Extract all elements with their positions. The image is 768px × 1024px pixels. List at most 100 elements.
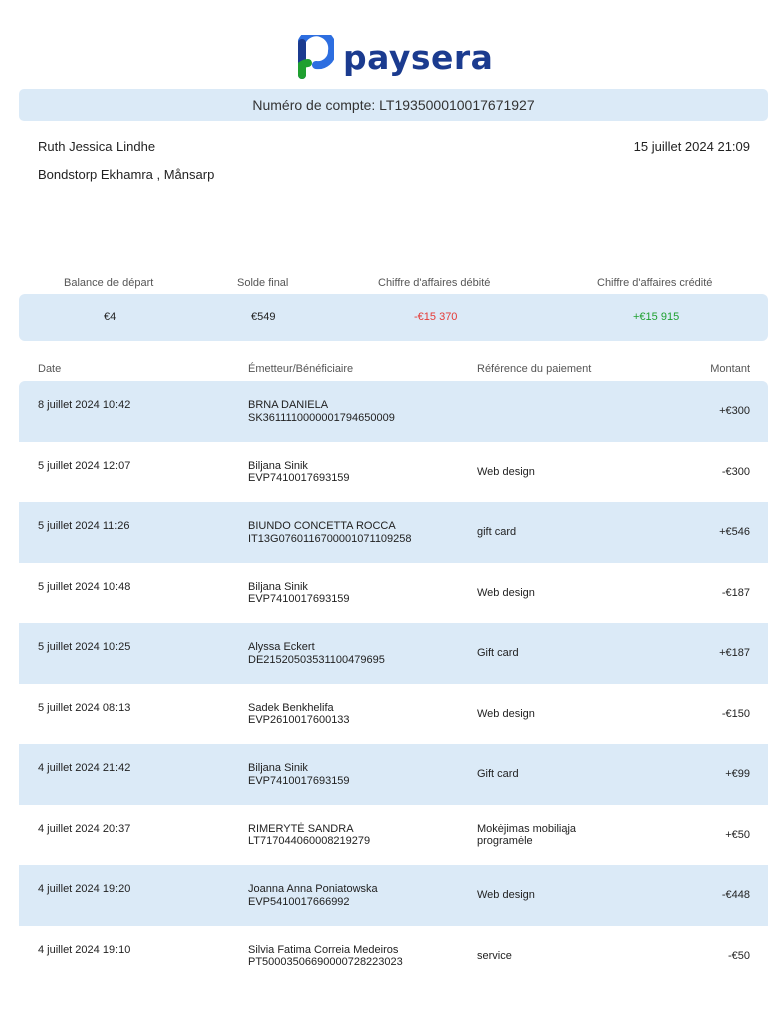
row-party: Silvia Fatima Correia Medeiros PT50003506…	[248, 944, 403, 969]
row-party: BIUNDO CONCETTA ROCCA IT13G07601167000010…	[248, 520, 412, 545]
account-number: Numéro de compte: LT193500010017671927	[252, 97, 535, 113]
table-row: 8 juillet 2024 10:42 BRNA DANIELA SK36111…	[19, 381, 768, 442]
row-date: 4 juillet 2024 19:10	[38, 943, 131, 956]
header-reference: Référence du paiement	[477, 363, 592, 375]
table-row: 5 juillet 2024 08:13 Sadek Benkhelifa EVP…	[19, 684, 768, 745]
row-party: Biljana Sinik EVP7410017693159	[248, 762, 350, 787]
row-amount: -€300	[721, 465, 750, 478]
row-reference: Gift card	[477, 647, 519, 660]
party-name: Joanna Anna Poniatowska	[248, 883, 378, 895]
reference-line: Web design	[477, 889, 535, 901]
reference-line: Web design	[477, 586, 535, 599]
row-reference: Gift card	[477, 768, 519, 781]
row-date: 4 juillet 2024 19:20	[38, 883, 131, 895]
row-date: 5 juillet 2024 12:07	[38, 459, 131, 472]
party-account: DE21520503531100479695	[248, 653, 385, 666]
party-account: EVP7410017693159	[248, 472, 350, 484]
reference-line: Web design	[477, 465, 535, 478]
party-account: EVP2610017600133	[248, 714, 350, 726]
brand-name: paysera	[343, 37, 494, 77]
row-amount: +€50	[725, 828, 750, 841]
row-date: 5 juillet 2024 08:13	[38, 701, 131, 714]
paysera-logo-icon	[298, 35, 334, 79]
owner-name: Ruth Jessica Lindhe	[38, 139, 156, 154]
row-date: 5 juillet 2024 10:25	[38, 641, 131, 653]
table-row: 4 juillet 2024 19:10 Silvia Fatima Corre…	[19, 926, 768, 987]
party-account: LT717044060008219279	[248, 835, 371, 847]
reference-line: Gift card	[477, 768, 519, 780]
table-row: 5 juillet 2024 10:25 Alyssa Eckert DE2152…	[19, 623, 768, 684]
account-number-bar: Numéro de compte: LT193500010017671927	[19, 89, 768, 121]
row-amount: +€546	[719, 526, 750, 538]
row-reference: Web design	[477, 587, 535, 600]
row-party: RIMERYTĖ SANDRA LT717044060008219279	[248, 823, 370, 848]
party-account: EVP7410017693159	[248, 593, 350, 605]
row-amount: -€187	[721, 586, 750, 599]
row-amount: +€187	[719, 647, 750, 659]
reference-line: Mokėjimas mobiliąja	[477, 822, 577, 835]
row-party: Alyssa Eckert DE21520503531100479695	[248, 641, 385, 666]
table-row: 4 juillet 2024 21:42 Biljana Sinik EVP741…	[19, 744, 768, 805]
party-name: BIUNDO CONCETTA ROCCA	[248, 520, 396, 532]
header-amount: Montant	[710, 363, 750, 375]
reference-line: Gift card	[477, 647, 519, 659]
party-name: Sadek Benkhelifa	[248, 701, 334, 714]
table-row: 4 juillet 2024 20:37 RIMERYTĖ SANDRA LT71…	[19, 805, 768, 866]
header-date: Date	[38, 363, 62, 375]
row-amount: +€99	[725, 768, 750, 780]
summary-label-debit: Chiffre d'affaires débité	[378, 277, 491, 289]
row-party: Biljana Sinik EVP7410017693159	[248, 460, 350, 485]
row-amount: +€300	[719, 405, 750, 417]
row-reference: Web design	[477, 708, 535, 721]
row-reference: Mokėjimas mobiliąja programėle	[477, 823, 576, 848]
party-account: PT50003506690000728223023	[248, 956, 403, 968]
row-date: 5 juillet 2024 11:26	[38, 520, 130, 532]
party-name: Biljana Sinik	[248, 459, 308, 472]
row-party: Joanna Anna Poniatowska EVP5410017666992	[248, 883, 378, 908]
row-amount: -€50	[727, 949, 750, 962]
party-account: EVP5410017666992	[248, 895, 350, 908]
row-reference: Web design	[477, 889, 535, 902]
debit-turnover: -€15 370	[414, 311, 458, 323]
row-party: BRNA DANIELA SK3611110000001794650009	[248, 399, 395, 424]
row-party: Sadek Benkhelifa EVP2610017600133	[248, 702, 350, 727]
party-name: Biljana Sinik	[248, 580, 308, 593]
row-date: 5 juillet 2024 10:48	[38, 580, 131, 593]
row-reference: gift card	[477, 526, 516, 539]
final-balance: €549	[251, 311, 276, 323]
row-date: 4 juillet 2024 20:37	[38, 822, 131, 835]
row-date: 4 juillet 2024 21:42	[38, 762, 131, 774]
table-row: 5 juillet 2024 11:26 BIUNDO CONCETTA ROC…	[19, 502, 768, 563]
party-name: RIMERYTĖ SANDRA	[248, 822, 354, 835]
start-balance: €4	[104, 311, 117, 323]
row-amount: -€448	[721, 889, 750, 901]
row-date: 8 juillet 2024 10:42	[38, 399, 131, 411]
party-account: EVP7410017693159	[248, 774, 350, 787]
party-name: Biljana Sinik	[248, 762, 308, 774]
transactions-table: 8 juillet 2024 10:42 BRNA DANIELA SK36111…	[19, 381, 768, 986]
credit-turnover: +€15 915	[633, 311, 680, 323]
paysera-logo: paysera	[298, 34, 493, 80]
row-reference: Web design	[477, 466, 535, 479]
header-party: Émetteur/Bénéficiaire	[248, 363, 354, 375]
row-party: Biljana Sinik EVP7410017693159	[248, 581, 350, 606]
reference-line: programėle	[477, 835, 533, 847]
statement-date: 15 juillet 2024 21:09	[633, 139, 750, 154]
summary-bar: €4 €549 -€15 370 +€15 915	[19, 294, 768, 341]
summary-label-start: Balance de départ	[64, 277, 154, 289]
party-name: BRNA DANIELA	[248, 399, 329, 411]
row-amount: -€150	[721, 707, 750, 720]
table-row: 4 juillet 2024 19:20 Joanna Anna Poniato…	[19, 865, 768, 926]
table-row: 5 juillet 2024 10:48 Biljana Sinik EVP741…	[19, 563, 768, 624]
party-name: Silvia Fatima Correia Medeiros	[248, 943, 399, 956]
summary-label-end: Solde final	[237, 277, 289, 289]
reference-line: gift card	[477, 526, 517, 538]
party-account: IT13G0760116700001071109258	[248, 532, 412, 545]
reference-line: Web design	[477, 707, 535, 720]
party-account: SK3611110000001794650009	[248, 411, 395, 424]
summary-label-credit: Chiffre d'affaires crédité	[597, 277, 713, 289]
row-reference: service	[477, 950, 512, 963]
owner-address: Bondstorp Ekhamra , Månsarp	[38, 167, 215, 182]
reference-line: service	[477, 949, 512, 962]
table-row: 5 juillet 2024 12:07 Biljana Sinik EVP741…	[19, 442, 768, 503]
